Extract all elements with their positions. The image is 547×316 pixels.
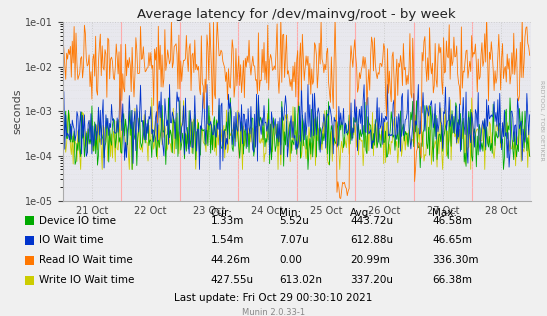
Text: RRDTOOL / TOBI OETIKER: RRDTOOL / TOBI OETIKER: [539, 80, 544, 161]
Text: 613.02n: 613.02n: [279, 275, 322, 285]
Text: Cur:: Cur:: [211, 208, 232, 218]
Text: 0.00: 0.00: [279, 255, 302, 265]
Text: 336.30m: 336.30m: [432, 255, 479, 265]
Text: Device IO time: Device IO time: [39, 216, 117, 226]
Text: Max:: Max:: [432, 208, 457, 218]
Text: 66.38m: 66.38m: [432, 275, 472, 285]
Text: 612.88u: 612.88u: [350, 235, 393, 246]
Text: 5.52u: 5.52u: [279, 216, 309, 226]
Title: Average latency for /dev/mainvg/root - by week: Average latency for /dev/mainvg/root - b…: [137, 8, 456, 21]
Text: Last update: Fri Oct 29 00:30:10 2021: Last update: Fri Oct 29 00:30:10 2021: [174, 293, 373, 303]
Text: Min:: Min:: [279, 208, 301, 218]
Text: 7.07u: 7.07u: [279, 235, 309, 246]
Text: 20.99m: 20.99m: [350, 255, 390, 265]
Text: 44.26m: 44.26m: [211, 255, 251, 265]
Text: Read IO Wait time: Read IO Wait time: [39, 255, 133, 265]
Text: 337.20u: 337.20u: [350, 275, 393, 285]
Text: Avg:: Avg:: [350, 208, 373, 218]
Text: 1.33m: 1.33m: [211, 216, 244, 226]
Text: IO Wait time: IO Wait time: [39, 235, 104, 246]
Text: 427.55u: 427.55u: [211, 275, 254, 285]
Text: 1.54m: 1.54m: [211, 235, 244, 246]
Text: 46.65m: 46.65m: [432, 235, 472, 246]
Text: Write IO Wait time: Write IO Wait time: [39, 275, 135, 285]
Y-axis label: seconds: seconds: [13, 89, 22, 134]
Text: 443.72u: 443.72u: [350, 216, 393, 226]
Text: Munin 2.0.33-1: Munin 2.0.33-1: [242, 308, 305, 316]
Text: 46.58m: 46.58m: [432, 216, 472, 226]
